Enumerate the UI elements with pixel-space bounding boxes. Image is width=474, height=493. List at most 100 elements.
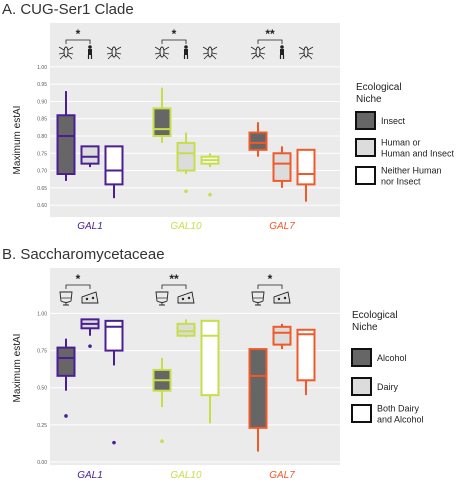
legend-swatch (351, 404, 372, 423)
box-gal7 (296, 328, 316, 396)
insect-body (303, 46, 309, 58)
box-gal7 (296, 148, 316, 202)
box-gal10 (152, 358, 172, 444)
insect-legs (298, 46, 314, 60)
legend-swatch (355, 166, 376, 185)
glass-bowl (155, 291, 169, 303)
insect-icon (202, 46, 218, 60)
significance-label: * (76, 272, 81, 286)
x-tick-label-gal10: GAL10 (170, 221, 202, 232)
box-body (80, 145, 100, 165)
person-icon (279, 45, 285, 59)
box-gal7 (272, 146, 292, 188)
panel-a-x-ticks: GAL1 GAL10 GAL7 (77, 221, 295, 232)
y-tick-label: 0.80 (37, 134, 47, 140)
x-tick-label-gal7: GAL7 (269, 221, 295, 232)
box-body (104, 319, 124, 352)
panel-b-y-axis-label: Maximum estAI (12, 334, 23, 403)
panel-b-gridlines (50, 312, 340, 463)
cheese-icon (177, 291, 195, 304)
panel-b-plot-area (50, 268, 340, 465)
person-icon (87, 45, 93, 59)
y-tick-label: 1.00 (37, 311, 47, 317)
cheese-hole (187, 296, 191, 300)
wine-glass-icon (251, 291, 265, 306)
box-body (272, 325, 292, 346)
box-gal7 (272, 323, 292, 350)
box-body (56, 346, 76, 377)
box-body (104, 145, 124, 186)
insect-legs (250, 46, 266, 60)
insect-legs (202, 46, 218, 60)
significance-label: ** (169, 272, 179, 286)
person-legs (279, 55, 285, 59)
insect-icon (154, 46, 170, 60)
significance-bracket (161, 39, 187, 44)
glass-stem (255, 303, 261, 306)
glass-stem (159, 303, 165, 306)
x-tick-label-gal1: GAL1 (77, 470, 103, 481)
cheese-hole (181, 297, 185, 301)
cheese-hole (91, 296, 95, 300)
legend-label: Neither Human (381, 166, 442, 176)
person-body (88, 49, 92, 55)
person-legs (87, 55, 93, 59)
y-tick-label: 0.75 (37, 349, 47, 355)
x-tick-label-gal7: GAL7 (269, 470, 295, 481)
significance-label: * (268, 272, 273, 286)
box-gal1 (80, 145, 100, 168)
cheese-wedge (273, 291, 291, 304)
y-tick-label: 0.90 (37, 99, 47, 105)
glass-stem (63, 303, 69, 306)
legend-label: Insect (381, 116, 406, 126)
box-body (296, 328, 316, 382)
wine-glass-icon (155, 291, 169, 306)
panel-b-y-ticks: 0.00 0.25 0.50 0.75 1.00 (37, 311, 47, 466)
outlier-point (112, 440, 116, 445)
box-body (200, 319, 220, 397)
panel-a-y-axis-label: Maximum estAI (12, 106, 23, 175)
panel-b-title: B. Saccharomycetaceae (2, 246, 165, 263)
cheese-icon (273, 291, 291, 304)
significance-bracket (257, 284, 283, 289)
legend-label: Alcohol (377, 353, 407, 363)
y-tick-label: 1.00 (37, 65, 47, 71)
panel-b-icons: * ** * (59, 272, 291, 306)
glass-bowl (59, 291, 73, 303)
significance-bracket (257, 39, 283, 44)
person-head (184, 45, 188, 49)
significance-bracket (65, 39, 91, 44)
insect-body (63, 46, 69, 58)
y-tick-label: 0.00 (37, 460, 47, 466)
insect-legs (106, 46, 122, 60)
box-gal1 (104, 145, 124, 199)
significance-label: * (172, 27, 177, 41)
cheese-icon (81, 291, 99, 304)
x-tick-label-gal1: GAL1 (77, 221, 103, 232)
x-tick-label-gal10: GAL10 (170, 470, 202, 481)
person-icon (183, 45, 189, 59)
box-body (176, 322, 196, 337)
legend-title: Niche (352, 322, 378, 333)
insect-legs (58, 46, 74, 60)
person-body (280, 49, 284, 55)
person-body (184, 49, 188, 55)
box-gal10 (200, 319, 220, 424)
y-tick-label: 0.60 (37, 203, 47, 209)
glass-bowl (251, 291, 265, 303)
panel-b: B. Saccharomycetaceae * ** * 0.000.250.500… (2, 246, 424, 481)
legend-label: and Alcohol (377, 415, 424, 425)
legend-title: Ecological (352, 310, 398, 321)
box-gal1 (56, 338, 76, 418)
legend-swatch (355, 138, 376, 157)
panel-a-y-ticks: 0.60 0.65 0.70 0.75 0.80 0.85 0.90 0.95 1.00 (37, 65, 47, 209)
cheese-wedge (81, 291, 99, 304)
box-body (248, 348, 268, 429)
legend-label: Dairy (377, 382, 399, 392)
insect-icon (58, 46, 74, 60)
panel-a-title: A. CUG-Ser1 Clade (2, 1, 134, 18)
y-tick-label: 0.70 (37, 169, 47, 175)
significance-bracket (65, 284, 91, 289)
box-body (248, 131, 268, 151)
